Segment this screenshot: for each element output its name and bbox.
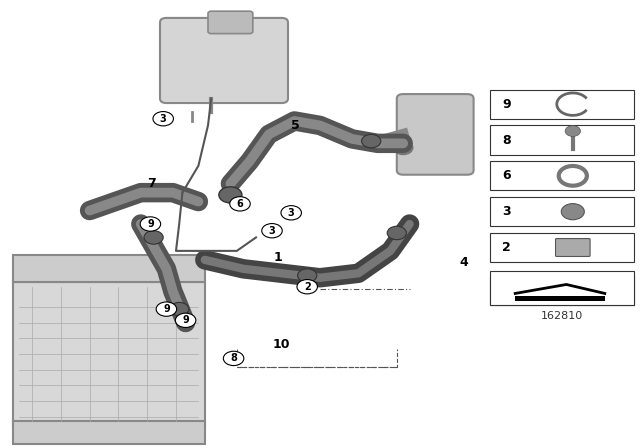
Circle shape bbox=[298, 269, 317, 282]
Text: 3: 3 bbox=[160, 114, 166, 124]
Text: 2: 2 bbox=[502, 241, 511, 254]
Circle shape bbox=[230, 197, 250, 211]
Text: 9: 9 bbox=[502, 98, 511, 111]
Circle shape bbox=[394, 141, 413, 155]
Text: 3: 3 bbox=[502, 205, 511, 218]
Text: 10: 10 bbox=[273, 337, 291, 351]
FancyBboxPatch shape bbox=[490, 233, 634, 262]
Circle shape bbox=[362, 134, 381, 148]
FancyBboxPatch shape bbox=[397, 94, 474, 175]
FancyBboxPatch shape bbox=[13, 282, 205, 426]
Text: 2: 2 bbox=[304, 282, 310, 292]
Circle shape bbox=[175, 313, 196, 327]
Text: 5: 5 bbox=[291, 119, 300, 132]
Circle shape bbox=[297, 280, 317, 294]
FancyBboxPatch shape bbox=[13, 255, 205, 282]
Text: 6: 6 bbox=[502, 169, 511, 182]
Circle shape bbox=[156, 302, 177, 316]
Text: 3: 3 bbox=[288, 208, 294, 218]
FancyBboxPatch shape bbox=[556, 238, 590, 256]
FancyBboxPatch shape bbox=[490, 271, 634, 305]
Circle shape bbox=[140, 217, 161, 231]
FancyBboxPatch shape bbox=[490, 90, 634, 119]
Circle shape bbox=[565, 125, 580, 136]
FancyBboxPatch shape bbox=[490, 197, 634, 226]
Circle shape bbox=[223, 351, 244, 366]
FancyBboxPatch shape bbox=[490, 161, 634, 190]
Text: 9: 9 bbox=[163, 304, 170, 314]
Circle shape bbox=[561, 203, 584, 220]
Text: 162810: 162810 bbox=[540, 311, 583, 321]
Circle shape bbox=[170, 302, 189, 316]
Text: 7: 7 bbox=[147, 177, 156, 190]
Text: 9: 9 bbox=[182, 315, 189, 325]
FancyBboxPatch shape bbox=[160, 18, 288, 103]
Text: 8: 8 bbox=[502, 134, 511, 146]
Circle shape bbox=[281, 206, 301, 220]
Text: 1: 1 bbox=[274, 251, 283, 264]
FancyBboxPatch shape bbox=[490, 125, 634, 155]
Bar bbox=[515, 296, 605, 301]
Circle shape bbox=[153, 112, 173, 126]
Circle shape bbox=[262, 224, 282, 238]
Circle shape bbox=[387, 226, 406, 240]
FancyBboxPatch shape bbox=[208, 11, 253, 34]
FancyBboxPatch shape bbox=[13, 421, 205, 444]
Text: 4: 4 bbox=[460, 255, 468, 269]
FancyBboxPatch shape bbox=[490, 276, 634, 305]
Text: 6: 6 bbox=[237, 199, 243, 209]
Text: 3: 3 bbox=[269, 226, 275, 236]
Circle shape bbox=[219, 187, 242, 203]
Text: 9: 9 bbox=[147, 219, 154, 229]
Circle shape bbox=[144, 231, 163, 244]
Text: 8: 8 bbox=[230, 353, 237, 363]
